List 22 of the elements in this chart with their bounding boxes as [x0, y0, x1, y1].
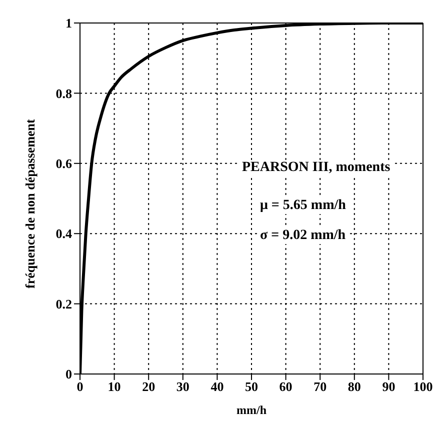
x-tick-label: 40	[210, 379, 224, 394]
annotation: σ = 9.02 mm/h	[258, 228, 348, 244]
x-tick-label: 50	[245, 379, 258, 394]
x-tick-label: 0	[76, 379, 84, 394]
x-tick-label: 80	[348, 379, 361, 394]
y-tick-label: 0.8	[56, 86, 72, 101]
x-tick-label: 70	[314, 379, 327, 394]
y-axis-title: fréquence de non dépassement	[22, 118, 38, 288]
x-tick-label: 10	[108, 379, 121, 394]
x-tick-label: 90	[382, 379, 396, 394]
x-tick-label: 100	[413, 379, 433, 394]
annotation: PEARSON III, moments	[240, 160, 392, 176]
annotation: μ = 5.65 mm/h	[258, 198, 348, 214]
x-tick-label: 30	[176, 379, 190, 394]
y-tick-label: 0.4	[56, 226, 72, 242]
y-tick-label: 0	[66, 366, 72, 382]
x-axis-title: mm/h	[236, 403, 267, 417]
y-tick-label: 0.2	[56, 296, 72, 312]
x-tick-label: 60	[279, 379, 292, 394]
x-tick-label: 20	[142, 379, 156, 394]
y-tick-label: 1	[66, 16, 72, 31]
y-tick-label: 0.6	[56, 156, 72, 172]
